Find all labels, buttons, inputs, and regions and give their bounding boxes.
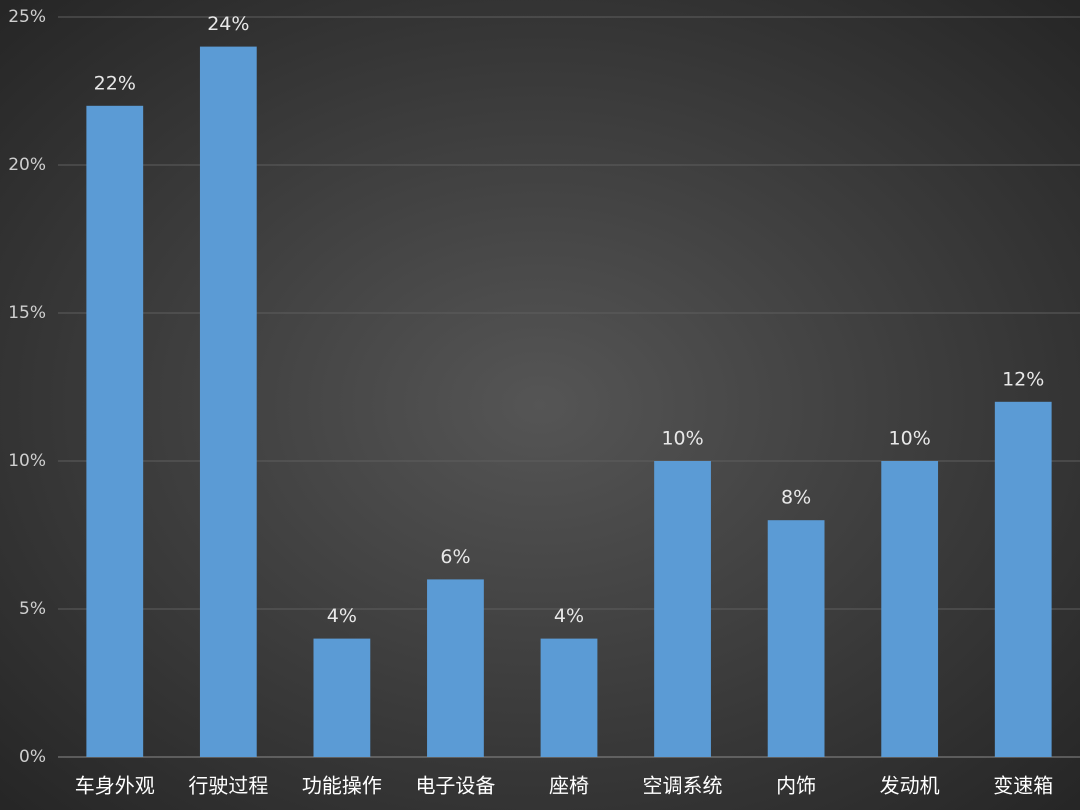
x-tick-label: 功能操作 (302, 774, 382, 798)
bar (313, 638, 371, 757)
bar (881, 461, 939, 757)
bar (86, 105, 144, 758)
y-tick-label: 15% (8, 303, 46, 323)
bar (767, 520, 825, 757)
data-label: 4% (554, 605, 584, 627)
data-label: 8% (781, 487, 811, 509)
y-tick-label: 10% (8, 451, 46, 471)
bar (654, 461, 711, 757)
data-label: 10% (889, 428, 931, 450)
x-tick-label: 内饰 (776, 774, 816, 798)
y-tick-label: 5% (19, 599, 46, 619)
x-tick-label: 车身外观 (75, 774, 155, 798)
bar (427, 579, 484, 757)
x-tick-label: 变速箱 (993, 774, 1053, 798)
data-label: 6% (440, 546, 470, 568)
bar (994, 401, 1052, 757)
x-tick-label: 空调系统 (643, 774, 723, 798)
y-tick-label: 0% (19, 747, 46, 767)
bar (199, 46, 257, 758)
data-label: 12% (1002, 368, 1044, 390)
y-tick-label: 25% (8, 7, 46, 27)
data-label: 4% (327, 605, 357, 627)
x-tick-label: 电子设备 (415, 774, 495, 798)
data-label: 22% (94, 72, 136, 94)
bar (540, 638, 598, 757)
x-tick-label: 行驶过程 (188, 774, 268, 798)
x-tick-label: 发动机 (880, 774, 940, 798)
x-tick-label: 座椅 (549, 774, 589, 798)
data-label: 10% (661, 428, 703, 450)
data-label: 24% (207, 13, 249, 35)
y-tick-label: 20% (8, 155, 46, 175)
